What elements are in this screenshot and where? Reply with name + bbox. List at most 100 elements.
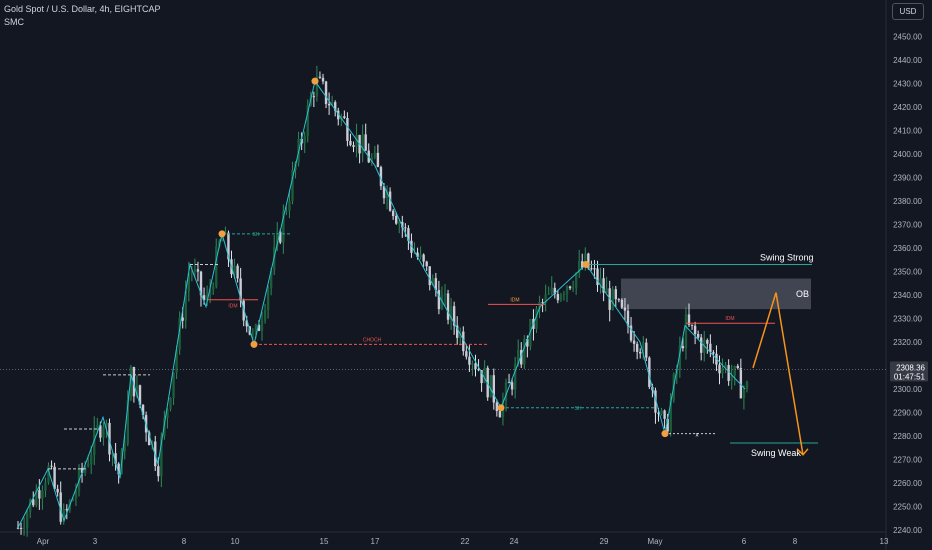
- candle-body: [684, 314, 688, 349]
- y-tick-label: 2240.00: [893, 526, 922, 535]
- candle-body: [590, 268, 593, 270]
- candle: [678, 336, 682, 378]
- candle: [291, 161, 294, 205]
- candle: [739, 358, 743, 399]
- candle: [312, 91, 316, 108]
- candle: [523, 335, 526, 370]
- candle-body: [364, 134, 367, 151]
- candle: [721, 358, 724, 379]
- candle-body: [321, 77, 325, 82]
- candle-body: [190, 271, 194, 274]
- candle-body: [462, 331, 465, 352]
- candle-body: [141, 404, 145, 416]
- idm-label: IDM: [725, 316, 734, 322]
- candle: [178, 311, 181, 355]
- y-tick-label: 2300.00: [893, 385, 922, 394]
- candle-body: [434, 278, 438, 291]
- swing-point: [218, 230, 226, 238]
- candle: [556, 289, 560, 304]
- candle-body: [254, 324, 258, 334]
- swing-weak-label: Swing Weak: [751, 448, 801, 458]
- candle: [544, 284, 547, 312]
- candle-body: [373, 152, 377, 158]
- candle: [193, 258, 197, 279]
- candle-body: [745, 381, 749, 389]
- candle: [141, 404, 145, 420]
- y-tick-label: 2290.00: [893, 409, 922, 418]
- candle-body: [330, 102, 334, 106]
- candle-body: [303, 136, 306, 144]
- candle-body: [523, 339, 526, 365]
- candle: [596, 260, 599, 292]
- candle: [74, 483, 78, 507]
- candle-body: [86, 463, 90, 467]
- candle: [166, 408, 169, 429]
- candle: [373, 145, 377, 160]
- candle-body: [318, 76, 322, 78]
- candle-body: [291, 170, 294, 201]
- candle-body: [730, 375, 733, 381]
- candle-body: [422, 254, 425, 262]
- candle-body: [507, 382, 511, 384]
- candle: [123, 435, 126, 460]
- candle-body: [175, 349, 178, 373]
- candle: [483, 360, 486, 384]
- candle-body: [193, 269, 197, 272]
- swing-point: [497, 404, 505, 412]
- candle-body: [437, 290, 441, 310]
- y-axis-ticks: 2240.00 2250.00 2260.00 2270.00 2280.00 2290.…: [893, 33, 922, 536]
- projection-arrowhead: [796, 448, 809, 456]
- candle-body: [260, 320, 264, 331]
- candle: [50, 460, 53, 470]
- candle: [266, 285, 270, 319]
- candle: [215, 238, 218, 289]
- currency-button[interactable]: USD: [892, 3, 924, 20]
- candle-body: [105, 422, 108, 427]
- candle-body: [117, 463, 120, 475]
- candle-body: [288, 200, 291, 211]
- candle: [696, 330, 700, 340]
- candle: [65, 504, 68, 520]
- candle-body: [312, 96, 316, 98]
- candle-body: [648, 357, 651, 387]
- candle-body: [632, 340, 636, 344]
- candle: [25, 508, 29, 537]
- candle: [492, 368, 495, 410]
- candle-body: [285, 210, 288, 212]
- candle-body: [80, 467, 84, 473]
- candle: [361, 124, 364, 163]
- candle: [440, 286, 444, 311]
- candle: [712, 350, 715, 364]
- y-tick-label: 2370.00: [893, 221, 922, 230]
- candle-body: [700, 337, 703, 353]
- candle: [126, 390, 129, 447]
- candle-body: [465, 351, 468, 357]
- candle-body: [315, 76, 319, 97]
- candle-body: [474, 363, 477, 370]
- candle-body: [520, 350, 523, 365]
- candle-body: [59, 492, 62, 522]
- candle-body: [50, 465, 53, 467]
- candle: [422, 253, 425, 267]
- order-block-zone: [621, 278, 811, 310]
- x-tick-label: 17: [371, 537, 380, 546]
- candle-body: [138, 385, 142, 405]
- candle-body: [404, 227, 407, 229]
- candle: [334, 100, 337, 117]
- candle-body: [571, 287, 575, 289]
- candle-body: [114, 453, 117, 464]
- candle: [465, 345, 468, 360]
- candle-body: [388, 191, 392, 211]
- x-marker-label: x: [696, 433, 699, 439]
- candle-body: [56, 488, 59, 493]
- choch-label: CHOCH: [363, 337, 382, 343]
- candle-body: [428, 266, 431, 286]
- y-tick-label: 2350.00: [893, 268, 922, 277]
- candle: [681, 337, 685, 352]
- candle-body: [736, 365, 739, 369]
- candle: [639, 348, 642, 359]
- candle-body: [639, 351, 642, 354]
- swing-point: [250, 340, 258, 348]
- candle: [635, 341, 639, 360]
